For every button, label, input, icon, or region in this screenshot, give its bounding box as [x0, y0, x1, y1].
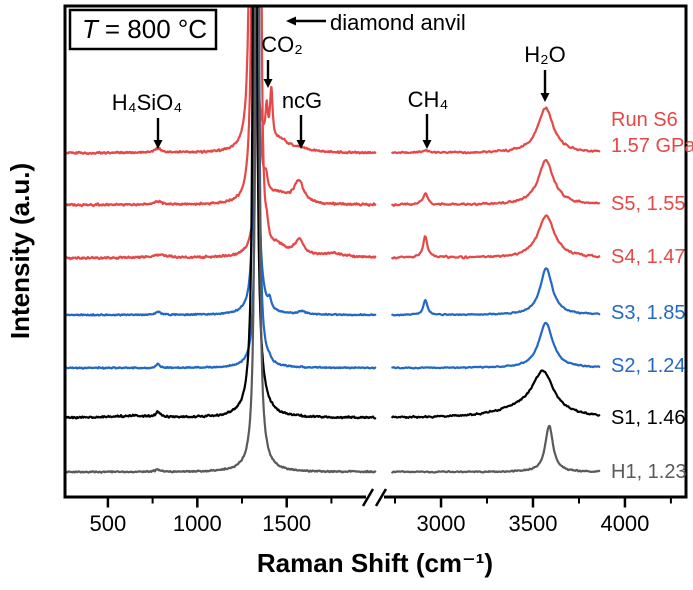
spectrum-S5: [66, 7, 601, 208]
annotation-arrowhead-ncg: [296, 140, 306, 149]
temperature-label: T = 800 °C: [82, 14, 207, 44]
y-axis-title: Intensity (a.u.): [5, 163, 35, 339]
x-tick-label: 4000: [600, 511, 649, 536]
spectrum-S3: [66, 7, 601, 317]
spectrum-S4: [66, 7, 601, 261]
temperature-box: T = 800 °C: [68, 8, 218, 51]
series-labels: Run S6 1.57 GPa S5, 1.55 S4, 1.47 S3, 1.85 S2…: [611, 109, 693, 483]
spectrum-H1: [66, 7, 601, 474]
x-tick-label: 1500: [262, 511, 311, 536]
spectrum-S2: [66, 7, 601, 370]
spectra-curves: [66, 7, 601, 474]
plot-frame: [63, 4, 688, 499]
temperature-box-border: [68, 8, 218, 51]
annotation-label-co2: CO₂: [261, 32, 303, 57]
x-tick-label: 3000: [417, 511, 466, 536]
series-label-S4: S4, 1.47: [611, 246, 686, 268]
annotation-label-ch4: CH₄: [408, 87, 449, 112]
series-label-S3: S3, 1.85: [611, 302, 686, 324]
annotation-label-ncg: ncG: [282, 88, 322, 113]
spectrum-S1: [66, 7, 601, 420]
x-axis-title: Raman Shift (cm⁻¹): [257, 548, 493, 578]
series-label-S5: S5, 1.55: [611, 193, 686, 215]
x-tick-label: 500: [90, 511, 127, 536]
spectrum-S6: [66, 7, 601, 156]
annotation-arrowhead-co2: [263, 79, 273, 88]
series-label-S1: S1, 1.46: [611, 407, 686, 429]
x-tick-label: 1000: [173, 511, 222, 536]
axis-break-slash: [374, 488, 388, 507]
x-axis: 500 1000 1500 3000 3500 4000: [90, 488, 672, 536]
annotation-label-diamond: diamond anvil: [330, 10, 466, 35]
x-tick-label: 3500: [509, 511, 558, 536]
axis-break-gap: [366, 494, 384, 500]
series-label-S6: Run S6: [611, 109, 678, 131]
annotation-arrowhead-diamond: [286, 16, 296, 26]
annotation-label-h2o: H₂O: [524, 42, 566, 67]
peak-annotations: H₄SiO₄ CO₂ diamond anvil ncG CH₄ H₂O: [112, 10, 566, 149]
series-label-H1: H1, 1.23: [611, 461, 687, 483]
annotation-arrowhead-h2o: [540, 93, 550, 102]
series-label-S2: S2, 1.24: [611, 355, 686, 377]
axis-break-slash: [361, 488, 375, 507]
series-label2-S6: 1.57 GPa: [611, 135, 693, 157]
annotation-arrowhead-ch4: [422, 140, 432, 149]
annotation-label-h4sio4: H₄SiO₄: [112, 90, 183, 115]
annotation-arrowhead-h4sio4: [153, 140, 163, 149]
